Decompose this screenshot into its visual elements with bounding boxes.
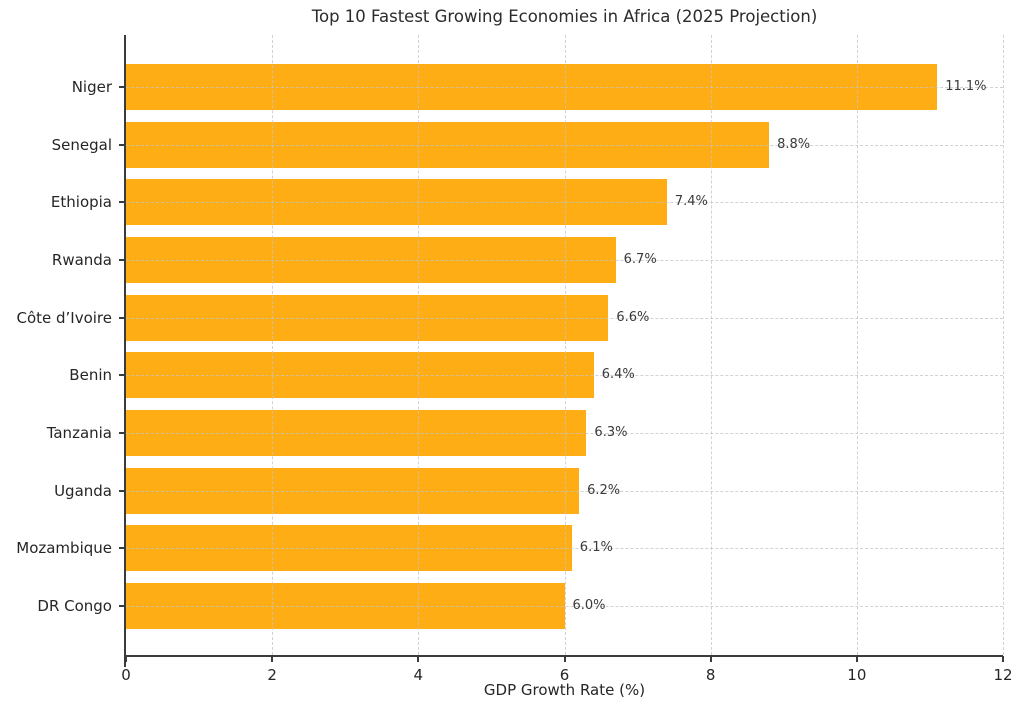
bar-value-label: 8.8%	[777, 136, 811, 152]
gridline-horizontal	[126, 202, 1003, 204]
x-tick-mark	[125, 656, 127, 662]
bar-value-label: 6.6%	[616, 309, 650, 325]
y-tick-mark	[119, 605, 126, 608]
x-tick-label: 6	[559, 666, 570, 684]
y-tick-label: Mozambique	[16, 539, 112, 558]
y-tick-label: Senegal	[51, 135, 112, 154]
plot-area: 0 2 4 6 8 10 12 Niger 11.1% Senegal 8.8% Ethiopia 7.…	[16, 35, 1013, 684]
y-tick-label: Niger	[71, 78, 112, 96]
y-tick-mark	[119, 489, 126, 492]
y-tick-label: Côte d’Ivoire	[16, 308, 112, 327]
x-tick-label: 4	[413, 666, 424, 684]
gridline-vertical	[856, 35, 858, 655]
x-tick-mark	[271, 656, 274, 662]
x-tick-label: 12	[993, 666, 1013, 684]
y-tick-mark	[119, 316, 126, 319]
y-tick-mark	[119, 374, 126, 377]
bar-value-label: 6.7%	[623, 252, 657, 267]
x-tick-label: 10	[847, 666, 867, 684]
bar-value-label: 7.4%	[674, 194, 708, 210]
gridline-horizontal	[126, 317, 1003, 319]
gridline-vertical	[710, 35, 712, 655]
gridline-horizontal	[126, 144, 1003, 146]
y-axis-spine	[124, 35, 126, 668]
gridline-horizontal	[126, 490, 1003, 492]
y-tick-label: Uganda	[54, 481, 112, 500]
y-tick-mark	[119, 259, 126, 261]
x-tick-label: 8	[705, 666, 716, 684]
y-tick-mark	[119, 143, 126, 146]
gridline-vertical	[272, 35, 274, 655]
y-tick-mark	[119, 432, 126, 435]
x-tick-mark	[855, 656, 858, 662]
y-tick-label: Tanzania	[46, 424, 112, 443]
gridline-horizontal	[126, 260, 1003, 261]
gridline-horizontal	[126, 548, 1003, 550]
y-tick-label: Benin	[69, 366, 112, 385]
chart-title: Top 10 Fastest Growing Economies in Afri…	[311, 7, 818, 26]
bar-value-label: 6.1%	[579, 540, 613, 556]
x-tick-mark	[1002, 656, 1004, 662]
x-tick-mark	[417, 656, 420, 662]
x-tick-label: 2	[267, 666, 277, 684]
y-tick-label: Ethiopia	[50, 193, 112, 212]
bar-value-label: 6.2%	[587, 482, 621, 498]
y-tick-label: DR Congo	[37, 597, 112, 616]
y-tick-mark	[119, 547, 126, 550]
y-tick-mark	[119, 201, 126, 204]
gridline-horizontal	[126, 606, 1003, 608]
bar-value-label: 11.1%	[945, 79, 987, 94]
y-tick-label: Rwanda	[51, 251, 112, 269]
gridline-vertical	[1003, 35, 1004, 655]
gridline-horizontal	[126, 87, 1003, 88]
x-axis-label: GDP Growth Rate (%)	[483, 681, 646, 699]
bar-value-label: 6.4%	[601, 367, 635, 383]
bar-value-label: 6.3%	[594, 425, 628, 441]
y-tick-mark	[119, 86, 126, 88]
x-tick-mark	[563, 656, 566, 662]
x-tick-mark	[709, 656, 712, 662]
gridline-horizontal	[126, 433, 1003, 435]
x-tick-label: 0	[121, 666, 131, 684]
bar-value-label: 6.0%	[572, 598, 606, 614]
gridline-vertical	[418, 35, 420, 655]
gridline-vertical	[564, 35, 566, 655]
gridline-horizontal	[126, 375, 1003, 377]
